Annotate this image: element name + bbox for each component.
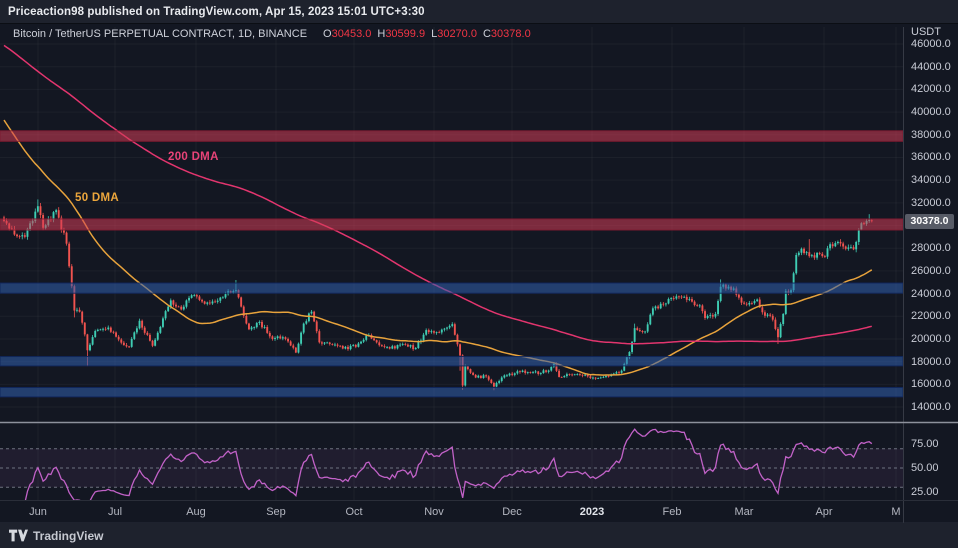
price-tick-label: 40000.0 — [911, 106, 951, 119]
price-tick-label: 44000.0 — [911, 60, 951, 73]
price-tick-label: 26000.0 — [911, 264, 951, 277]
attribution-bar: Priceaction98 published on TradingView.c… — [0, 0, 958, 24]
attribution-text: Priceaction98 published on TradingView.c… — [8, 5, 425, 18]
time-tick-label: Aug — [186, 506, 206, 518]
time-axis-scale[interactable]: Jun Jul Aug Sep Oct Nov Dec 2023 Feb Mar Apr M — [0, 503, 958, 523]
rsi-tick-label: 50.00 — [911, 462, 939, 474]
price-tick-label: 34000.0 — [911, 174, 951, 187]
time-tick-label: M — [891, 506, 901, 518]
time-tick-label: Sep — [266, 506, 286, 518]
symbol-title: Bitcoin / TetherUS PERPETUAL CONTRACT, 1… — [13, 28, 308, 40]
price-tick-label: 24000.0 — [911, 287, 951, 300]
ohlc-open: O30453.0 — [323, 28, 372, 40]
symbol-legend[interactable]: Bitcoin / TetherUS PERPETUAL CONTRACT, 1… — [13, 28, 531, 40]
rsi-tick-label: 25.00 — [911, 486, 939, 498]
price-tick-label: 22000.0 — [911, 310, 951, 323]
price-tick-label: 18000.0 — [911, 355, 951, 368]
time-tick-label: Nov — [424, 506, 444, 518]
ohlc-high: H30599.9 — [377, 28, 426, 40]
price-tick-label: 20000.0 — [911, 332, 951, 345]
time-tick-label: Jun — [29, 506, 47, 518]
tradingview-logo-text[interactable]: TradingView — [33, 528, 104, 543]
price-tick-label: 16000.0 — [911, 378, 951, 391]
time-tick-label: Jul — [107, 506, 123, 518]
time-tick-label: 2023 — [579, 506, 605, 518]
tradingview-logo-icon[interactable] — [9, 529, 28, 542]
price-tick-label: 46000.0 — [911, 38, 951, 50]
price-axis-unit: USDT — [911, 26, 941, 38]
ohlc-close: C30378.0 — [482, 28, 531, 40]
ohlc-low: L30270.0 — [431, 28, 477, 40]
price-axis-scale[interactable]: USDT 30378.0 46000.0 44000.0 42000.0 40000.… — [904, 23, 958, 523]
price-tick-label: 38000.0 — [911, 128, 951, 141]
last-price-tag: 30378.0 — [905, 213, 954, 229]
price-tick-label: 36000.0 — [911, 151, 951, 164]
branding-bar: TradingView — [0, 523, 958, 548]
time-tick-label: Feb — [662, 506, 682, 518]
rsi-tick-label: 75.00 — [911, 438, 939, 450]
price-tick-label: 28000.0 — [911, 242, 951, 255]
price-tick-label: 32000.0 — [911, 196, 951, 209]
time-tick-label: Apr — [815, 506, 833, 518]
time-tick-label: Dec — [502, 506, 522, 518]
ma200-label: 200 DMA — [168, 151, 219, 163]
price-tick-label: 14000.0 — [911, 401, 951, 413]
time-tick-label: Mar — [734, 506, 754, 518]
time-tick-label: Oct — [345, 506, 363, 518]
ma50-label: 50 DMA — [75, 192, 119, 204]
price-tick-label: 42000.0 — [911, 83, 951, 96]
